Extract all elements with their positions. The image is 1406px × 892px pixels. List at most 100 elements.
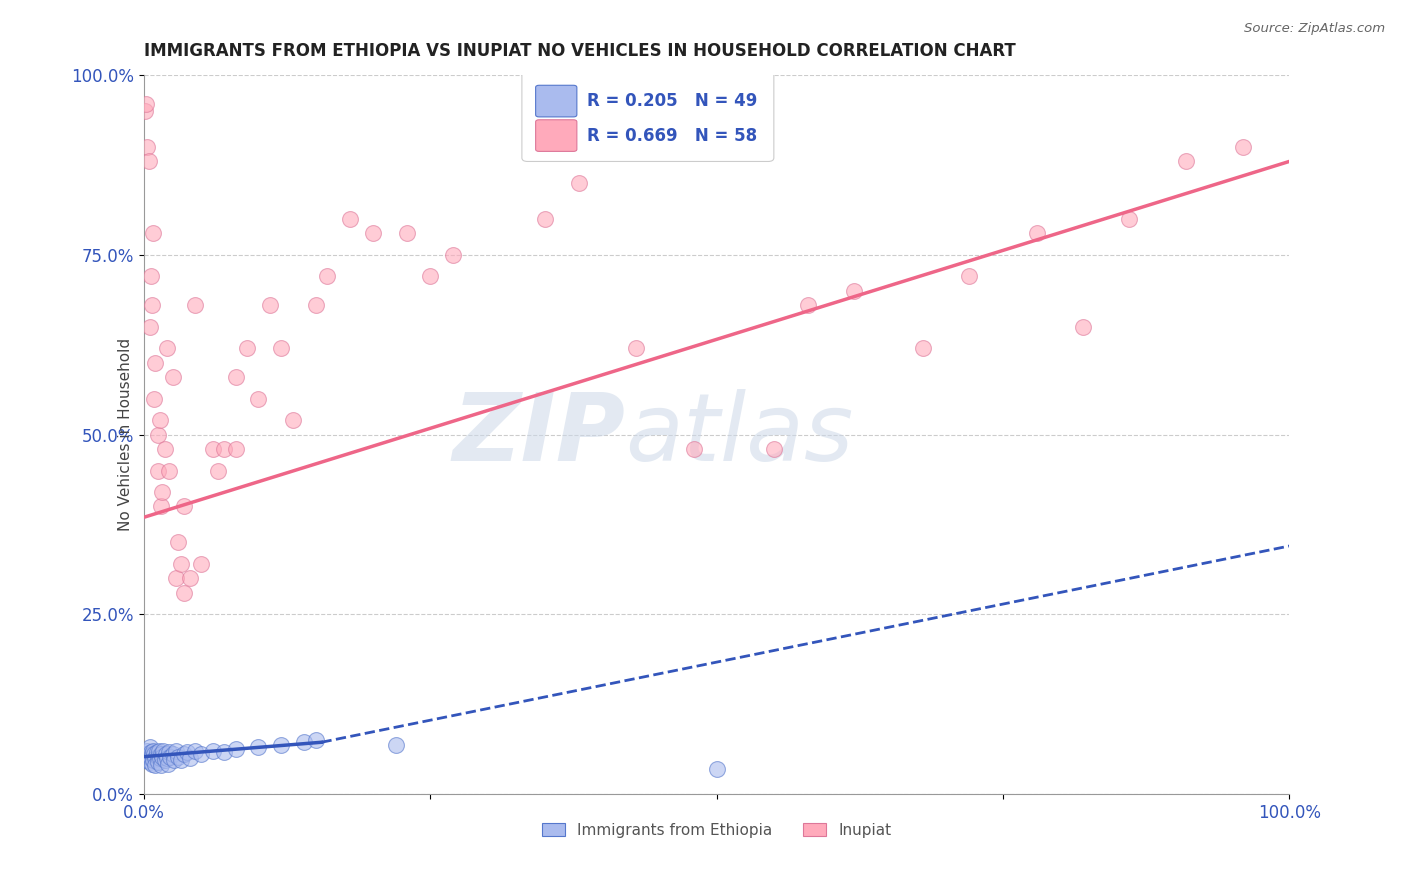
Point [146, 427, 169, 442]
Point [270, 738, 292, 752]
Point [247, 740, 270, 755]
Point [138, 749, 160, 764]
Point [157, 745, 180, 759]
FancyBboxPatch shape [536, 86, 576, 117]
Point [142, 752, 165, 766]
Point [165, 744, 187, 758]
Point [145, 356, 167, 370]
Point [150, 485, 173, 500]
Point [706, 762, 728, 776]
Point [225, 370, 247, 384]
Point [153, 752, 176, 766]
Point [167, 535, 190, 549]
Point [141, 298, 163, 312]
Point [292, 735, 315, 749]
Point [152, 744, 174, 758]
Point [134, 104, 156, 119]
Point [146, 749, 169, 764]
Point [762, 442, 785, 456]
Point [159, 749, 181, 764]
Point [201, 744, 224, 758]
Point [207, 464, 229, 478]
FancyBboxPatch shape [522, 71, 773, 161]
Text: ZIP: ZIP [453, 389, 624, 481]
Point [136, 140, 159, 154]
Point [385, 738, 408, 752]
Point [842, 284, 865, 298]
Point [1118, 211, 1140, 226]
Point [169, 752, 191, 766]
Point [162, 370, 184, 384]
Point [1071, 319, 1094, 334]
Point [156, 342, 179, 356]
Point [169, 557, 191, 571]
Point [139, 751, 162, 765]
Point [146, 755, 169, 769]
Point [797, 298, 820, 312]
Point [1232, 140, 1254, 154]
Point [149, 413, 172, 427]
Point [150, 500, 173, 514]
Point [145, 751, 167, 765]
Point [145, 758, 167, 772]
Text: atlas: atlas [624, 389, 853, 480]
Point [184, 744, 207, 758]
Point [134, 747, 156, 762]
Point [281, 413, 304, 427]
Point [568, 176, 591, 190]
Point [149, 751, 172, 765]
Point [1026, 227, 1049, 241]
Point [212, 745, 235, 759]
Point [533, 211, 555, 226]
Text: Source: ZipAtlas.com: Source: ZipAtlas.com [1244, 22, 1385, 36]
Point [173, 500, 195, 514]
Point [143, 747, 166, 762]
Point [162, 747, 184, 762]
Legend: Immigrants from Ethiopia, Inupiat: Immigrants from Ethiopia, Inupiat [536, 816, 897, 844]
Point [139, 745, 162, 759]
Point [148, 744, 170, 758]
Point [179, 751, 201, 765]
Point [225, 442, 247, 456]
Point [156, 756, 179, 771]
Text: R = 0.669   N = 58: R = 0.669 N = 58 [588, 127, 758, 145]
Point [145, 745, 167, 759]
Point [142, 744, 165, 758]
Point [138, 755, 160, 769]
Point [190, 557, 212, 571]
Point [305, 733, 328, 747]
Point [305, 298, 328, 312]
Point [165, 571, 187, 585]
Point [141, 747, 163, 762]
Point [1175, 154, 1198, 169]
Point [184, 298, 207, 312]
Point [316, 269, 339, 284]
Point [150, 747, 173, 762]
Point [247, 392, 270, 406]
Point [135, 752, 157, 766]
Point [136, 744, 159, 758]
Point [146, 464, 169, 478]
Point [142, 227, 165, 241]
Point [141, 756, 163, 771]
Point [419, 269, 441, 284]
Point [179, 571, 201, 585]
Point [441, 248, 464, 262]
Point [163, 752, 186, 766]
Point [190, 747, 212, 762]
Point [176, 745, 198, 759]
Point [150, 758, 173, 772]
Point [173, 747, 195, 762]
FancyBboxPatch shape [536, 120, 576, 152]
Point [396, 227, 419, 241]
Point [339, 211, 361, 226]
Point [682, 442, 704, 456]
Point [236, 342, 259, 356]
Point [911, 342, 934, 356]
Point [225, 742, 247, 756]
Point [135, 97, 157, 112]
Point [143, 392, 166, 406]
Point [153, 442, 176, 456]
Point [167, 749, 190, 764]
Point [361, 227, 384, 241]
